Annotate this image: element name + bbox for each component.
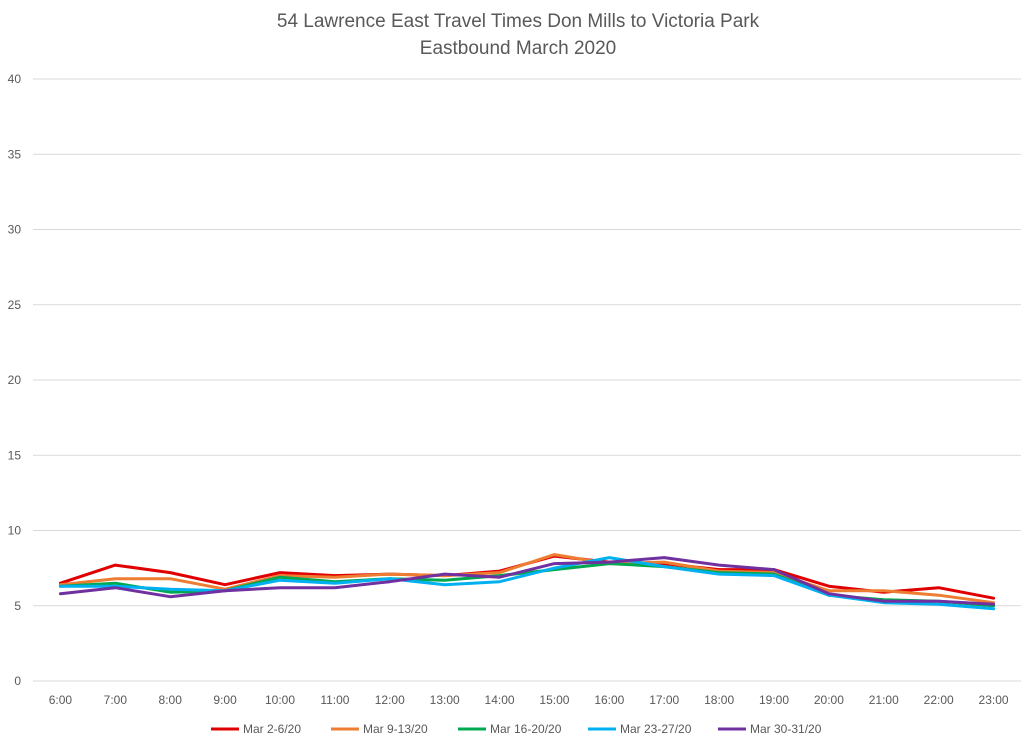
x-tick-label: 18:00 (704, 693, 734, 707)
y-axis-ticks: 0 5 10 15 20 25 30 35 40 (8, 72, 22, 688)
x-tick-label: 15:00 (539, 693, 569, 707)
x-tick-label: 7:00 (104, 693, 128, 707)
y-tick-label: 5 (14, 599, 21, 613)
y-tick-label: 10 (8, 524, 22, 538)
x-tick-label: 14:00 (485, 693, 515, 707)
x-tick-label: 11:00 (320, 693, 349, 707)
y-tick-label: 15 (8, 448, 22, 462)
legend-label: Mar 16-20/20 (490, 722, 562, 736)
series-line-2 (58, 553, 996, 605)
x-tick-label: 23:00 (979, 693, 1009, 707)
x-tick-label: 6:00 (49, 693, 73, 707)
y-tick-label: 40 (8, 72, 22, 86)
y-tick-label: 25 (8, 298, 22, 312)
x-tick-label: 21:00 (869, 693, 899, 707)
series-line-5 (58, 556, 996, 606)
x-tick-label: 9:00 (213, 693, 237, 707)
x-tick-label: 10:00 (265, 693, 295, 707)
x-tick-label: 19:00 (759, 693, 789, 707)
x-tick-label: 12:00 (375, 693, 405, 707)
x-axis-ticks: 6:00 7:00 8:00 9:00 10:00 11:00 12:00 13:00 14:0… (49, 693, 1009, 707)
legend: Mar 2-6/20 Mar 9-13/20 Mar 16-20/20 Mar 23-… (211, 722, 822, 736)
x-tick-label: 17:00 (649, 693, 679, 707)
chart-title: 54 Lawrence East Travel Times Don Mills … (277, 11, 760, 32)
y-tick-label: 35 (8, 147, 22, 161)
chart-subtitle: Eastbound March 2020 (420, 38, 616, 59)
y-tick-label: 30 (8, 223, 22, 237)
legend-label: Mar 30-31/20 (750, 722, 822, 736)
legend-label: Mar 23-27/20 (620, 722, 692, 736)
series-lines (58, 553, 996, 611)
x-tick-label: 22:00 (924, 693, 954, 707)
y-tick-label: 0 (14, 674, 21, 688)
x-tick-label: 16:00 (594, 693, 624, 707)
x-tick-label: 8:00 (159, 693, 183, 707)
legend-label: Mar 2-6/20 (243, 722, 301, 736)
gridlines (33, 78, 1021, 682)
x-tick-label: 20:00 (814, 693, 844, 707)
y-tick-label: 20 (8, 373, 22, 387)
x-tick-label: 13:00 (430, 693, 460, 707)
legend-label: Mar 9-13/20 (363, 722, 428, 736)
